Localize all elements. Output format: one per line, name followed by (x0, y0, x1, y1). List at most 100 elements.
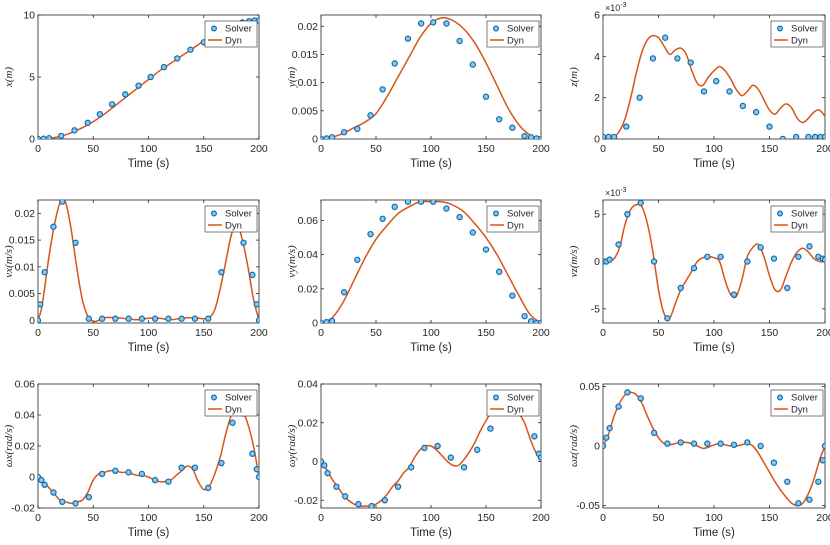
solver-point (650, 429, 658, 437)
solver-point (482, 246, 490, 253)
x-tick-label: 0 (600, 143, 606, 155)
legend-box (204, 389, 258, 417)
legend-solver-marker (493, 394, 500, 401)
solver-point (784, 478, 791, 485)
solver-point (58, 132, 65, 139)
plot-area (38, 200, 259, 323)
x-tick-label: 150 (477, 327, 495, 339)
legend-box (204, 205, 258, 233)
solver-point (430, 19, 437, 26)
solver-point (125, 469, 132, 476)
x-tick-label: 100 (422, 143, 440, 155)
y-tick-label: 0.005 (9, 288, 35, 300)
solver-point (108, 101, 116, 108)
x-tick-label: 150 (195, 327, 213, 339)
solver-point (404, 200, 412, 205)
solver-point (40, 135, 47, 139)
solver-point (354, 125, 361, 133)
solver-point (496, 268, 503, 275)
x-tick-label: 150 (477, 512, 495, 524)
solver-point (784, 284, 791, 292)
x-tick-label: 200 (816, 327, 830, 339)
x-tick-label: 50 (370, 327, 382, 339)
solver-point (792, 133, 800, 139)
solver-point (98, 315, 106, 322)
solver-point (726, 88, 733, 95)
plot-area (603, 389, 825, 507)
y-tick-label: 0.01 (15, 261, 36, 273)
solver-point (71, 127, 78, 134)
x-tick-label: 150 (761, 512, 779, 524)
solver-point (368, 502, 375, 508)
legend-solver-marker (211, 210, 218, 217)
solver-point (72, 500, 79, 507)
y-axis-label: vx(m/s) (3, 245, 15, 278)
x-tick-label: 100 (140, 327, 158, 339)
solver-point (766, 123, 773, 130)
solver-point (323, 318, 330, 323)
plot-area (603, 34, 825, 139)
x-tick-label: 0 (600, 512, 606, 524)
solver-point (615, 403, 622, 410)
legend-solver-marker (776, 25, 783, 32)
y-tick-label: 0 (594, 256, 600, 268)
solver-point (191, 464, 199, 471)
solver-point (96, 110, 104, 118)
x-axis-label: Time (s) (693, 342, 735, 354)
x-tick-label: 50 (87, 512, 99, 524)
solver-point (496, 116, 503, 123)
legend-solver-label: Solver (507, 24, 534, 35)
y-tick-label: 0.06 (298, 215, 319, 227)
solver-point (122, 91, 129, 98)
y-tick-label: -0.05 (576, 500, 600, 512)
solver-point (255, 317, 259, 323)
y-tick-label: 0 (594, 441, 600, 453)
solver-point (795, 253, 802, 260)
legend-solver-marker (211, 25, 218, 32)
y-axis-label: ωx(rad/s) (3, 424, 15, 467)
y-tick-label: 0 (29, 315, 35, 327)
legend-box (486, 205, 540, 233)
solver-point (229, 419, 236, 426)
legend-solver-label: Solver (507, 393, 534, 404)
solver-point (482, 93, 490, 100)
x-tick-label: 50 (653, 512, 665, 524)
solver-point (367, 230, 374, 238)
solver-point (391, 203, 398, 211)
solver-point (321, 462, 328, 469)
x-tick-label: 0 (35, 143, 41, 155)
solver-point (509, 292, 516, 299)
x-tick-label: 50 (370, 143, 382, 155)
solver-point (474, 446, 481, 454)
solver-point (637, 200, 644, 207)
solver-point (509, 124, 516, 131)
solver-point (521, 312, 528, 320)
solver-point (204, 315, 212, 322)
y-tick-label: 5 (594, 209, 600, 221)
solver-point (165, 315, 172, 322)
y-axis-label: x(m) (3, 67, 15, 88)
solver-point (757, 442, 764, 450)
solver-point (636, 94, 643, 101)
solver-point (624, 389, 631, 396)
solver-point (650, 258, 658, 265)
solver-point (744, 439, 751, 446)
solver-point (391, 60, 398, 67)
y-tick-label: 0.01 (298, 77, 319, 89)
solver-point (806, 496, 813, 503)
solver-point (151, 476, 159, 484)
solver-point (795, 500, 802, 507)
solver-point (367, 112, 374, 119)
y-tick-label: 0 (312, 456, 318, 468)
y-tick-label: 0 (594, 134, 600, 146)
legend-dyn-label: Dyn (791, 221, 808, 232)
solver-point (321, 135, 325, 139)
solver-point (434, 442, 441, 450)
solver-point (191, 315, 199, 322)
x-tick-label: 150 (477, 143, 495, 155)
